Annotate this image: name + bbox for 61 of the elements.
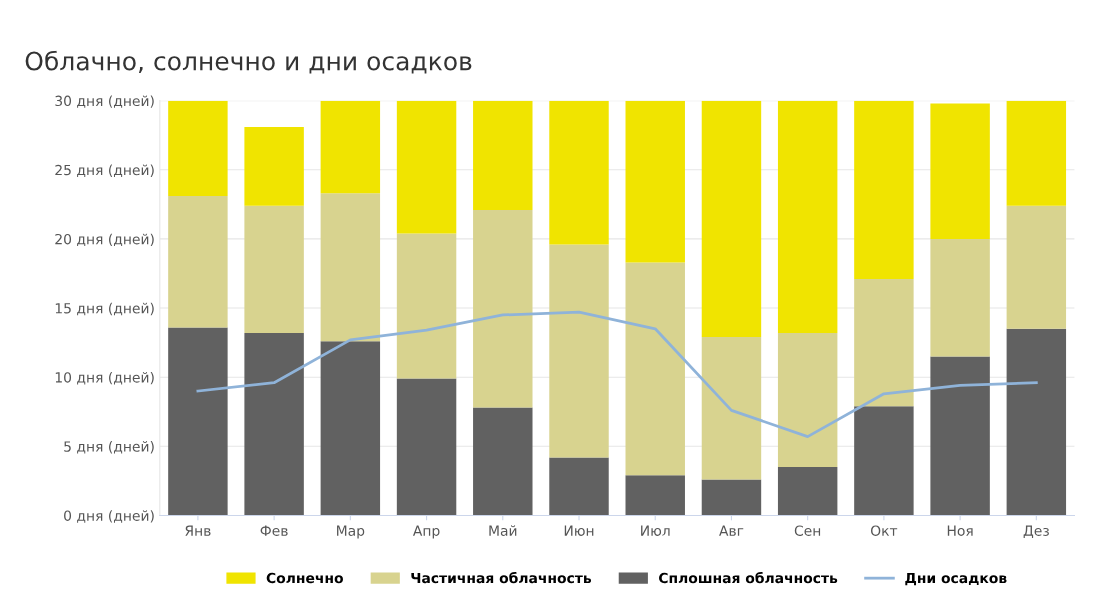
bar — [473, 209, 533, 408]
x-tick-label: Май — [489, 525, 517, 536]
bar — [473, 407, 533, 516]
y-tick-label: 5 дня (дней) — [64, 441, 154, 454]
x-tick-label: Мар — [337, 525, 365, 539]
chart-title: Облачно, солнечно и дни осадков — [25, 50, 472, 74]
bar — [701, 100, 762, 338]
bar — [701, 479, 762, 516]
bar — [625, 262, 685, 476]
bar — [854, 406, 914, 516]
y-tick-label: 30 дня (дней) — [55, 95, 154, 108]
bar — [244, 205, 304, 333]
bar — [549, 100, 609, 245]
bar — [625, 475, 685, 516]
bar — [396, 378, 457, 516]
bar — [930, 103, 990, 239]
bar — [777, 100, 838, 333]
bar — [320, 100, 381, 194]
bar — [930, 356, 990, 516]
bar — [396, 233, 457, 379]
line-series — [196, 310, 1038, 439]
legend-label: Частичная облачность — [411, 572, 592, 584]
bar — [1006, 205, 1067, 329]
x-tick-label: Дез — [1023, 525, 1049, 538]
x-tick-label: Апр — [412, 525, 440, 539]
bar — [777, 332, 838, 468]
legend-label: Солнечно — [266, 572, 343, 584]
x-tick-label: Янв — [185, 525, 211, 536]
y-tick-label: 20 дня (дней) — [55, 233, 154, 247]
bar — [854, 279, 914, 407]
y-tick-label: 10 дня (дней) — [55, 371, 154, 385]
bar — [168, 327, 228, 516]
bar — [549, 244, 609, 458]
bar — [168, 196, 228, 328]
x-tick-label: Окт — [870, 525, 898, 536]
bar — [244, 126, 304, 206]
bar — [1006, 100, 1067, 206]
bar — [168, 100, 228, 197]
y-tick-label: 25 дня (дней) — [55, 164, 154, 177]
bar — [549, 457, 609, 516]
bar — [396, 100, 457, 234]
x-tick-label: Июн — [564, 525, 594, 536]
legend-label: Дни осадков — [905, 572, 1007, 586]
bar — [320, 193, 381, 342]
bar — [320, 341, 381, 516]
x-tick-label: Ноя — [947, 525, 973, 536]
y-tick-label: 15 дня (дней) — [55, 302, 154, 316]
bar — [473, 100, 533, 210]
bar — [244, 332, 304, 516]
y-tick-label: 0 дня (дней) — [64, 510, 154, 523]
x-tick-label: Авг — [719, 525, 744, 536]
x-tick-label: Сен — [794, 525, 821, 536]
bar — [854, 100, 914, 280]
x-tick-label: Июл — [641, 525, 670, 536]
legend-label: Сплошная облачность — [659, 572, 838, 584]
bar — [1006, 328, 1067, 516]
bar — [930, 238, 990, 357]
bar — [701, 337, 762, 480]
x-tick-label: Фев — [260, 525, 288, 536]
bar — [777, 467, 838, 516]
bar — [625, 100, 685, 263]
